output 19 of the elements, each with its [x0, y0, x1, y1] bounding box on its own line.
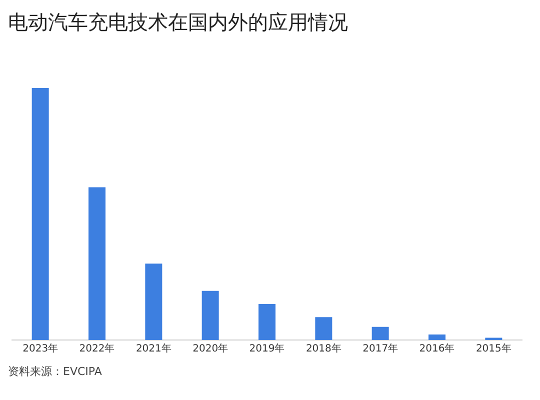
bar [32, 88, 49, 340]
bar [372, 326, 389, 340]
x-tick-label: 2021年 [136, 342, 172, 355]
bar [258, 304, 276, 340]
x-tick-label: 2020年 [192, 342, 228, 355]
x-tick-label: 2022年 [79, 342, 115, 355]
text: 资料来源：EVCIPA [8, 364, 103, 379]
x-tick-label: 2019年 [249, 342, 285, 355]
x-tick-label: 2023年 [22, 342, 58, 355]
x-tick-label: 2018年 [306, 342, 342, 355]
bar [315, 317, 332, 340]
bar [428, 334, 446, 340]
bar [88, 187, 106, 340]
x-tick-label: 2017年 [362, 342, 398, 355]
bar [202, 290, 219, 340]
chart-title: 电动汽车充电技术在国内外的应用情况 [8, 9, 349, 36]
x-tick-label: 2015年 [476, 342, 512, 355]
x-tick-label: 2016年 [419, 342, 455, 355]
bar [145, 264, 162, 340]
